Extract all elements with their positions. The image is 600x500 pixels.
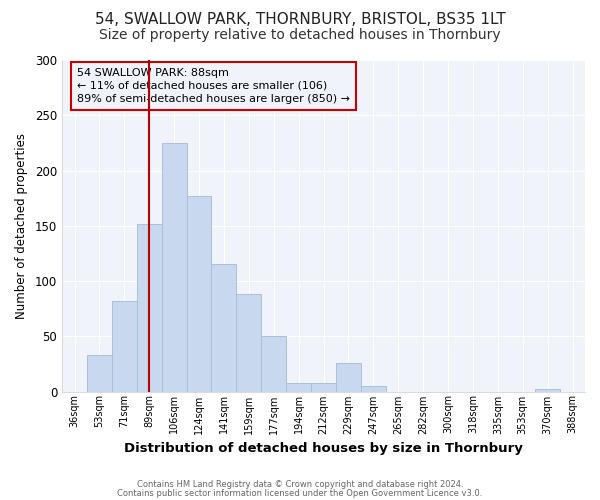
Bar <box>311 382 336 392</box>
Text: Contains public sector information licensed under the Open Government Licence v3: Contains public sector information licen… <box>118 488 482 498</box>
Bar <box>261 336 286 392</box>
Bar <box>137 224 161 392</box>
Bar <box>161 143 187 392</box>
Bar <box>336 363 361 392</box>
Bar <box>361 386 386 392</box>
X-axis label: Distribution of detached houses by size in Thornbury: Distribution of detached houses by size … <box>124 442 523 455</box>
Bar <box>87 355 112 392</box>
Bar <box>535 390 560 392</box>
Text: 54, SWALLOW PARK, THORNBURY, BRISTOL, BS35 1LT: 54, SWALLOW PARK, THORNBURY, BRISTOL, BS… <box>95 12 505 28</box>
Bar <box>286 382 311 392</box>
Bar <box>187 196 211 392</box>
Bar <box>112 301 137 392</box>
Y-axis label: Number of detached properties: Number of detached properties <box>15 133 28 319</box>
Text: 54 SWALLOW PARK: 88sqm
← 11% of detached houses are smaller (106)
89% of semi-de: 54 SWALLOW PARK: 88sqm ← 11% of detached… <box>77 68 350 104</box>
Text: Size of property relative to detached houses in Thornbury: Size of property relative to detached ho… <box>99 28 501 42</box>
Text: Contains HM Land Registry data © Crown copyright and database right 2024.: Contains HM Land Registry data © Crown c… <box>137 480 463 489</box>
Bar <box>211 264 236 392</box>
Bar <box>236 294 261 392</box>
